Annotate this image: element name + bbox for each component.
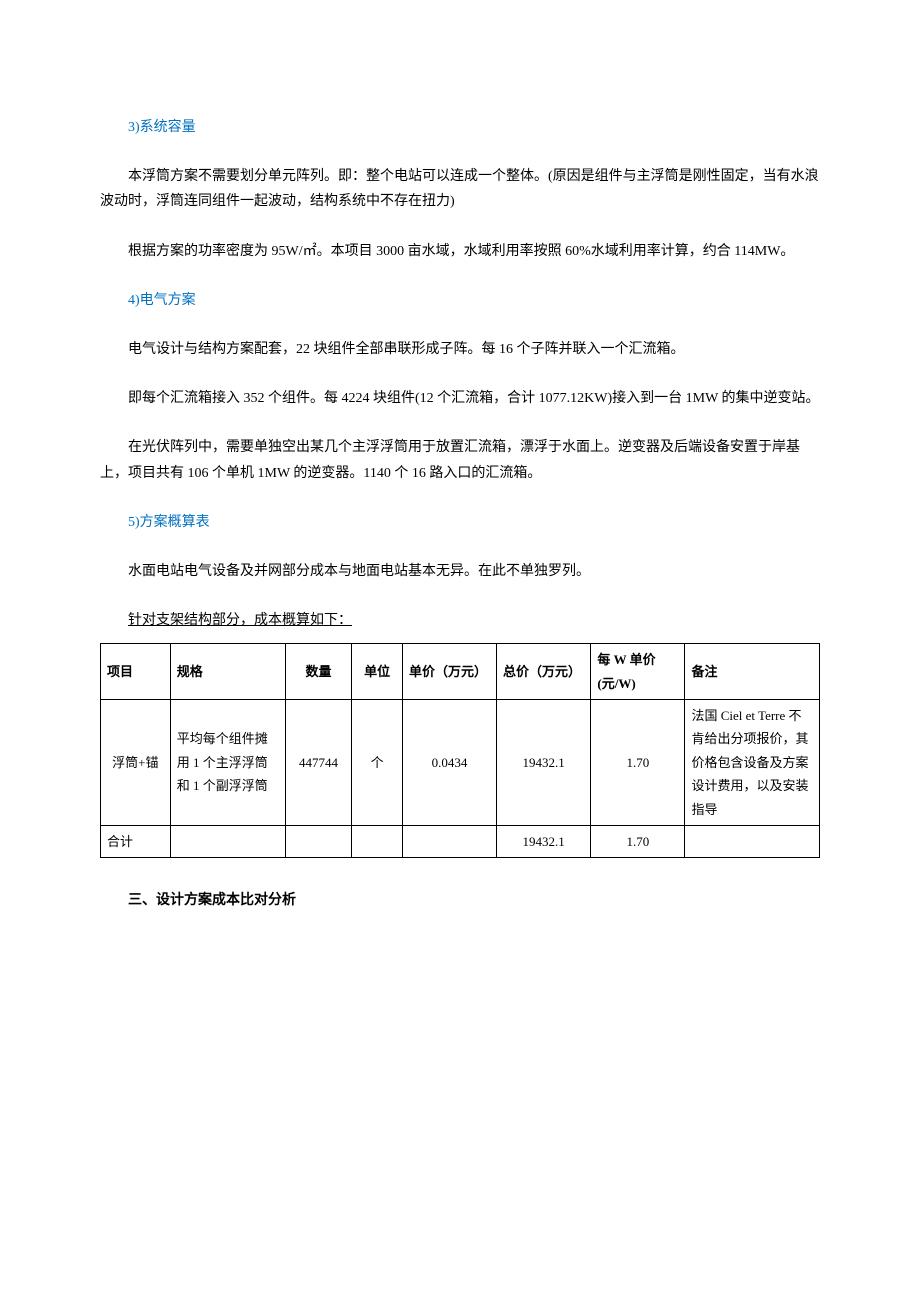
col-header-perw: 每 W 单价(元/W) (591, 644, 685, 700)
cell-price: 0.0434 (403, 700, 497, 826)
paragraph-3b: 根据方案的功率密度为 95W/㎡。本项目 3000 亩水域，水域利用率按照 60… (100, 239, 820, 264)
heading-4: 4)电气方案 (100, 288, 820, 313)
col-header-note: 备注 (685, 644, 820, 700)
col-header-total: 总价（万元） (496, 644, 590, 700)
cell-perw: 1.70 (591, 825, 685, 857)
cell-note (685, 825, 820, 857)
section-3-title: 三、设计方案成本比对分析 (100, 888, 820, 913)
cell-qty: 447744 (285, 700, 352, 826)
paragraph-4c: 在光伏阵列中，需要单独空出某几个主浮浮筒用于放置汇流箱，漂浮于水面上。逆变器及后… (100, 435, 820, 485)
cell-item: 浮筒+锚 (101, 700, 171, 826)
cell-spec (170, 825, 285, 857)
table-row: 浮筒+锚 平均每个组件摊用 1 个主浮浮筒和 1 个副浮浮筒 447744 个 … (101, 700, 820, 826)
cell-perw: 1.70 (591, 700, 685, 826)
cell-unit: 个 (352, 700, 403, 826)
paragraph-4a: 电气设计与结构方案配套，22 块组件全部串联形成子阵。每 16 个子阵并联入一个… (100, 337, 820, 362)
col-header-spec: 规格 (170, 644, 285, 700)
table-header-row: 项目 规格 数量 单位 单价（万元） 总价（万元） 每 W 单价(元/W) 备注 (101, 644, 820, 700)
col-header-item: 项目 (101, 644, 171, 700)
cost-estimate-table: 项目 规格 数量 单位 单价（万元） 总价（万元） 每 W 单价(元/W) 备注… (100, 643, 820, 858)
cell-unit (352, 825, 403, 857)
document-page: 3)系统容量 本浮筒方案不需要划分单元阵列。即：整个电站可以连成一个整体。(原因… (0, 0, 920, 1302)
cell-note: 法国 Ciel et Terre 不肯给出分项报价，其价格包含设备及方案设计费用… (685, 700, 820, 826)
cell-price (403, 825, 497, 857)
col-header-price: 单价（万元） (403, 644, 497, 700)
paragraph-3a: 本浮筒方案不需要划分单元阵列。即：整个电站可以连成一个整体。(原因是组件与主浮筒… (100, 164, 820, 214)
cell-qty (285, 825, 352, 857)
col-header-unit: 单位 (352, 644, 403, 700)
col-header-qty: 数量 (285, 644, 352, 700)
cell-item: 合计 (101, 825, 171, 857)
cell-total: 19432.1 (496, 825, 590, 857)
cell-total: 19432.1 (496, 700, 590, 826)
paragraph-4b: 即每个汇流箱接入 352 个组件。每 4224 块组件(12 个汇流箱，合计 1… (100, 386, 820, 411)
cell-spec: 平均每个组件摊用 1 个主浮浮筒和 1 个副浮浮筒 (170, 700, 285, 826)
paragraph-5a: 水面电站电气设备及并网部分成本与地面电站基本无异。在此不单独罗列。 (100, 559, 820, 584)
heading-3: 3)系统容量 (100, 115, 820, 140)
heading-5: 5)方案概算表 (100, 510, 820, 535)
paragraph-5b-underline: 针对支架结构部分，成本概算如下： (100, 608, 820, 633)
table-row-total: 合计 19432.1 1.70 (101, 825, 820, 857)
